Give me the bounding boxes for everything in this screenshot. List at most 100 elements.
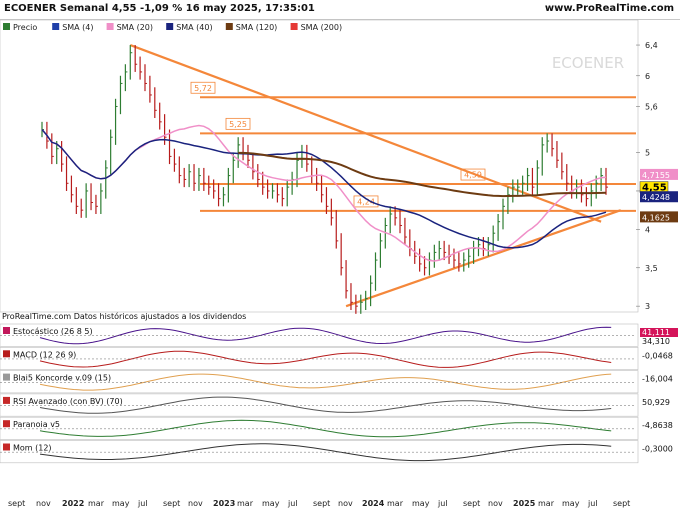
trend-line [345,209,622,308]
axis-flag [640,168,678,180]
x-tick-label: nov [188,499,203,508]
site-link[interactable]: www.ProRealTime.com [544,3,674,14]
indicator-panel [0,393,639,417]
chart-header: ECOENER Semanal 4,55 -1,09 % 16 may 2025… [0,0,680,20]
indicator-value-box [640,421,678,431]
y-tick-label: 5 [645,149,650,158]
indicator-value: 34,310 [642,337,670,346]
indicator-line [39,396,612,414]
x-tick-label: may [262,499,280,508]
x-tick-label: mar [538,499,555,508]
indicator-value-box [640,397,678,407]
x-tick-label: may [562,499,580,508]
legend-swatch [106,23,114,30]
legend-label: SMA (120) [236,23,278,32]
sma-line [41,129,607,249]
indicator-value: 50,929 [642,398,670,407]
y-tick-label: 3 [645,302,650,311]
x-tick-label: 2025 [513,499,536,508]
legend-swatch [3,23,10,30]
indicator-value: -0,3000 [642,445,673,454]
y-tick-label: 6 [645,72,650,81]
indicator-swatch [3,396,10,404]
indicator-line [39,443,612,462]
indicator-line [39,326,612,345]
indicator-line [39,419,612,438]
x-tick-label: sept [613,499,630,508]
time-axis: sept nov 2022 mar may jul sept nov 2023 mar may jul… [8,499,630,508]
legend-swatch [166,23,174,30]
axis-flag-label: 4,1625 [642,213,670,222]
price-label: 4,24 [357,197,375,206]
legend-label: SMA (40) [176,23,212,32]
x-tick-label: jul [287,499,298,508]
indicator-swatch [3,327,10,334]
price-label: 5,25 [229,120,247,129]
legend-swatch [290,23,298,30]
indicator-label: RSI Avanzado (con BV) (70) [13,397,123,406]
x-tick-label: sept [8,499,25,508]
axis-flag-label: 4,4248 [642,193,670,202]
indicator-label: Estocástico (26 8 5) [13,327,93,336]
x-tick-label: may [412,499,430,508]
price-label-box [190,81,216,94]
legend-swatch [52,23,60,30]
x-tick-label: 2024 [362,499,385,508]
indicator-value-box [640,374,678,384]
indicator-value: -16,004 [642,375,673,384]
x-tick-label: 2022 [62,499,84,508]
x-tick-label: mar [237,499,254,508]
x-tick-label: may [112,499,130,508]
axis-flag [640,211,678,223]
price-label: 4,59 [464,171,482,180]
legend-label: Precio [13,23,37,32]
x-tick-label: mar [88,499,105,508]
indicator-swatch [3,350,10,358]
y-tick-label: 4 [645,225,650,234]
legend-label: SMA (4) [62,23,93,32]
x-tick-label: jul [587,499,598,508]
indicator-panel [0,416,639,440]
indicator-value-box [640,328,678,337]
indicator-value-box [640,351,678,361]
indicator-value-box [640,337,678,346]
x-tick-label: sept [463,499,480,508]
indicator-panel [0,440,639,464]
sma-line [238,151,607,198]
indicator-line [39,373,612,391]
legend-label: SMA (200) [301,23,343,32]
indicator-value: -0,0468 [642,351,673,360]
axis-flag-label: 4,55 [642,183,667,194]
x-tick-label: nov [338,499,353,508]
indicator-swatch [3,420,10,428]
indicator-value-box [640,444,678,454]
indicator-label: MACD (12 26 9) [13,350,76,359]
indicator-label: Paranoia v5 [13,420,60,429]
indicator-swatch [3,443,10,451]
x-tick-label: sept [163,499,180,508]
legend-label: SMA (20) [117,23,153,32]
indicator-label: Mom (12) [13,444,52,453]
legend: Precio SMA (4) SMA (20) SMA (40) SMA (120) SM… [3,23,342,32]
footer-note: ProRealTime.com Datos históricos ajustad… [2,311,246,321]
y-tick-label: 6,4 [645,41,658,50]
price-layer: 5,72 5,25 4,59 4,24 [41,44,636,314]
watermark: ECOENER [552,54,624,72]
y-tick-label: 3,5 [645,264,658,273]
indicator-panel [0,323,639,347]
price-label: 5,72 [194,84,212,93]
x-tick-label: jul [437,499,448,508]
x-tick-label: jul [137,499,148,508]
indicator-label: Blai5 Koncorde v.09 (15) [13,374,111,383]
price-panel-frame [0,19,639,313]
axis-flag-label: 4,7155 [642,171,670,180]
sma-line [41,124,607,262]
x-tick-label: nov [488,499,503,508]
price-label-box [225,117,251,130]
chart-title: ECOENER Semanal 4,55 -1,09 % 16 may 2025… [4,3,315,14]
indicator-line [39,350,612,368]
indicator-value: 41,111 [642,328,670,337]
